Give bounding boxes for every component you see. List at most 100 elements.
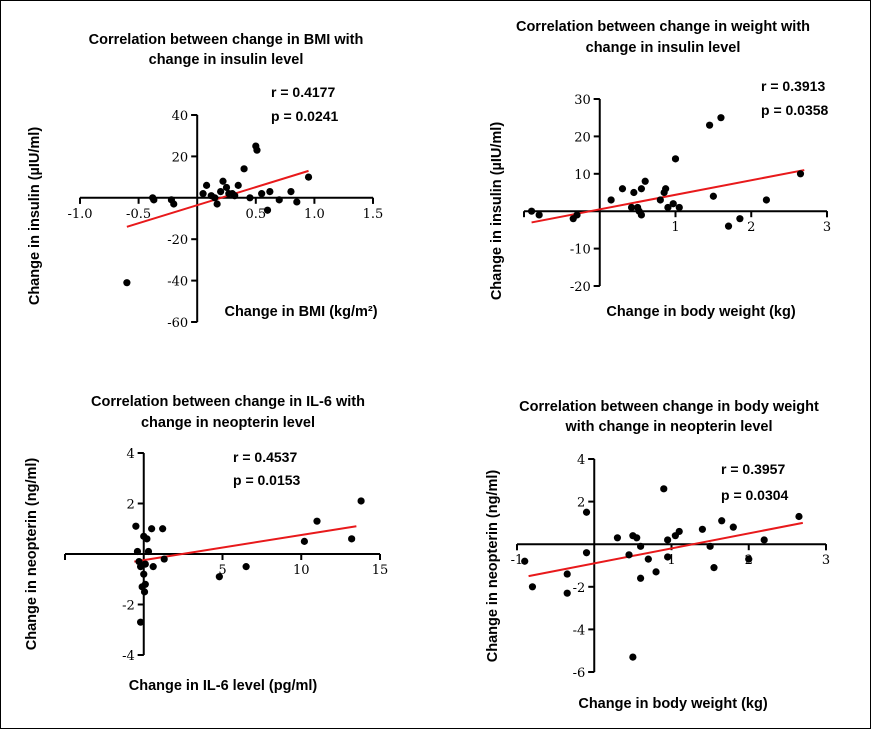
data-point [630,188,638,197]
y-axis-label: Change in neopterin (ng/ml) [485,470,501,663]
data-point [231,192,239,200]
y-tick-label: -60 [167,316,188,331]
x-axis-label: Change in body weight (kg) [606,304,795,320]
data-point [213,200,221,208]
data-point [528,583,537,591]
data-point [705,121,714,129]
y-tick-label: -20 [167,233,188,248]
y-tick-label: 20 [574,130,591,145]
x-tick-label: -1 [511,553,524,568]
data-point [627,203,636,212]
x-tick-label: -1.0 [67,207,92,222]
data-point [266,187,274,196]
data-point [629,653,637,661]
data-point [652,568,660,576]
data-point [724,222,733,230]
regression-line [528,521,804,578]
chart-title-line: Correlation between change in BMI with [89,32,364,48]
data-point [275,196,283,204]
data-point [718,517,726,525]
data-point [795,512,803,521]
data-point [144,547,153,556]
p-value-label: p = 0.0153 [233,472,301,488]
data-point [202,181,211,189]
y-tick-label: 30 [574,93,591,108]
y-tick-label: -6 [573,666,586,681]
y-tick-label: -4 [573,623,586,638]
data-point [637,542,645,550]
x-tick-label: 1.0 [304,207,325,222]
data-point [300,537,308,545]
y-tick-label: 2 [126,498,134,513]
data-point [736,215,744,223]
chart-panel-2: Correlation between change in weight wit… [489,19,831,320]
y-axis-label: Change in neopterin (ng/ml) [24,458,40,651]
data-point [133,547,142,556]
data-point [170,200,178,208]
y-tick-label: -10 [570,243,591,258]
y-tick-label: -2 [122,599,135,614]
data-point [573,211,581,219]
data-point [357,497,365,505]
data-point [729,523,737,531]
data-point [215,573,223,581]
data-point [149,563,157,571]
x-axis-label: Change in BMI (kg/m²) [224,304,377,320]
chart-title-line: Correlation between change in weight wit… [516,19,810,35]
x-tick-label: 3 [822,553,830,568]
x-tick-label: 1 [671,220,679,235]
data-point [664,203,672,212]
data-point [607,196,615,204]
data-point [160,555,168,563]
data-point [563,570,571,578]
data-point [521,557,529,565]
data-point [709,192,717,200]
x-tick-label: 1 [667,553,675,568]
p-value-label: p = 0.0241 [271,108,339,124]
p-value-label: p = 0.0358 [761,102,829,118]
data-point [618,185,627,193]
y-tick-label: 10 [574,168,591,183]
data-point [664,536,672,544]
data-point [582,549,591,557]
chart-panel-4: Correlation between change in body weigh… [485,399,830,712]
chart-title-line: Correlation between change in IL-6 with [91,394,365,410]
data-point [637,185,646,193]
data-point [641,177,649,185]
data-point [246,194,254,202]
data-point [669,200,677,208]
y-tick-label: 20 [172,150,189,165]
data-point [219,177,227,185]
chart-panel-3: Correlation between change in IL-6 with c… [24,394,388,694]
y-tick-label: -40 [167,275,188,290]
data-point [225,190,233,198]
data-point [637,574,645,582]
chart-title-line: change in insulin level [149,52,304,68]
data-point [258,190,266,198]
data-point [217,187,225,196]
r-value-label: r = 0.3913 [761,78,825,94]
y-tick-label: 40 [172,109,189,124]
x-tick-label: 5 [218,563,226,578]
data-point [293,198,301,206]
data-point [143,535,151,543]
data-point [211,194,219,202]
data-point [348,535,356,543]
data-point [745,555,753,563]
data-point [123,279,131,287]
data-point [527,207,536,215]
x-tick-label: 10 [293,563,310,578]
chart-title-line: with change in neopterin level [564,419,772,435]
chart-title-line: change in neopterin level [141,415,315,431]
data-point [141,560,149,568]
data-point [159,525,167,533]
y-tick-label: 2 [577,496,585,511]
data-point [637,211,646,219]
x-tick-label: 3 [823,220,831,235]
data-point [141,580,149,588]
y-tick-label: -20 [570,280,591,295]
y-tick-label: 4 [126,447,134,462]
p-value-label: p = 0.0304 [721,487,789,503]
data-point [656,196,664,204]
